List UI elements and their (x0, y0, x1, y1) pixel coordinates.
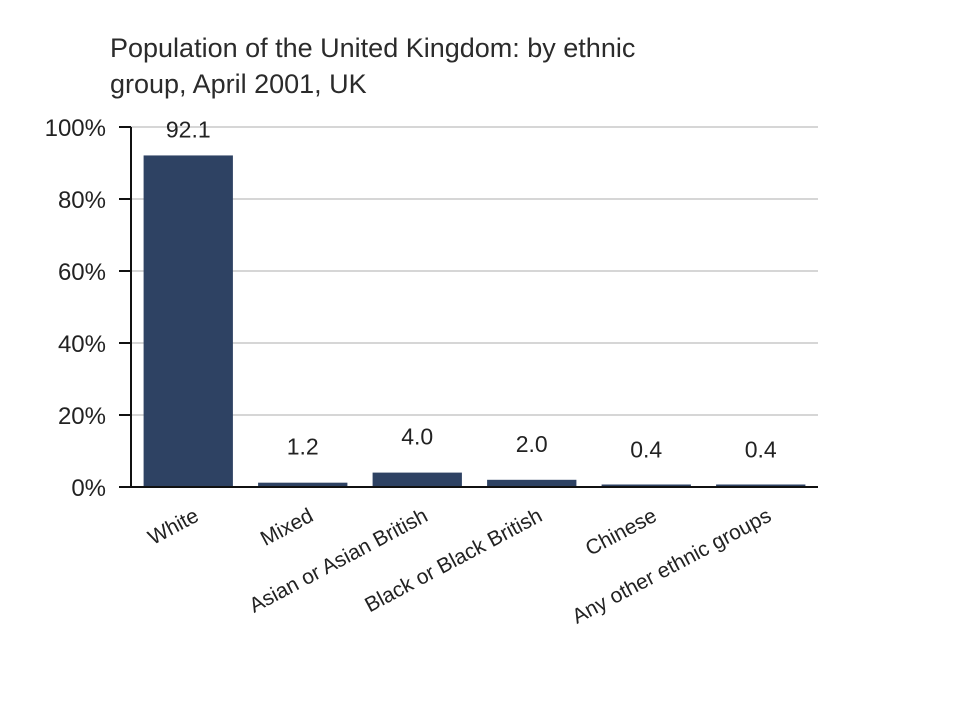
x-tick-label: Chinese (582, 504, 661, 560)
y-tick-label: 100% (45, 115, 106, 142)
x-tick-label: Mixed (257, 504, 317, 551)
bar (258, 482, 348, 487)
axes (130, 127, 818, 488)
bar (601, 484, 691, 487)
chart-title-line-2: group, April 2001, UK (110, 69, 367, 99)
y-axis-ticks: 0% 20% 40% 60% 80% 100% (45, 115, 131, 502)
data-label: 0.4 (630, 437, 662, 463)
x-tick-label: White (144, 504, 202, 550)
data-label: 2.0 (516, 431, 548, 457)
bar (487, 479, 577, 487)
y-tick-label: 80% (58, 187, 106, 214)
data-label: 1.2 (287, 434, 319, 460)
y-tick-label: 20% (58, 403, 106, 430)
data-label: 0.4 (745, 437, 777, 463)
y-tick-label: 60% (58, 259, 106, 286)
data-labels: 92.1 1.2 4.0 2.0 0.4 0.4 (166, 116, 777, 462)
bar (143, 155, 233, 487)
bars (143, 155, 806, 487)
chart-title-line-1: Population of the United Kingdom: by eth… (110, 33, 635, 63)
y-tick-label: 0% (71, 475, 106, 502)
gridlines (131, 126, 818, 416)
bar (372, 472, 462, 487)
bar (716, 484, 806, 487)
x-tick-label: Any other ethnic groups (568, 504, 775, 628)
data-label: 4.0 (401, 424, 433, 450)
y-tick-label: 40% (58, 331, 106, 358)
data-label: 92.1 (166, 116, 211, 142)
